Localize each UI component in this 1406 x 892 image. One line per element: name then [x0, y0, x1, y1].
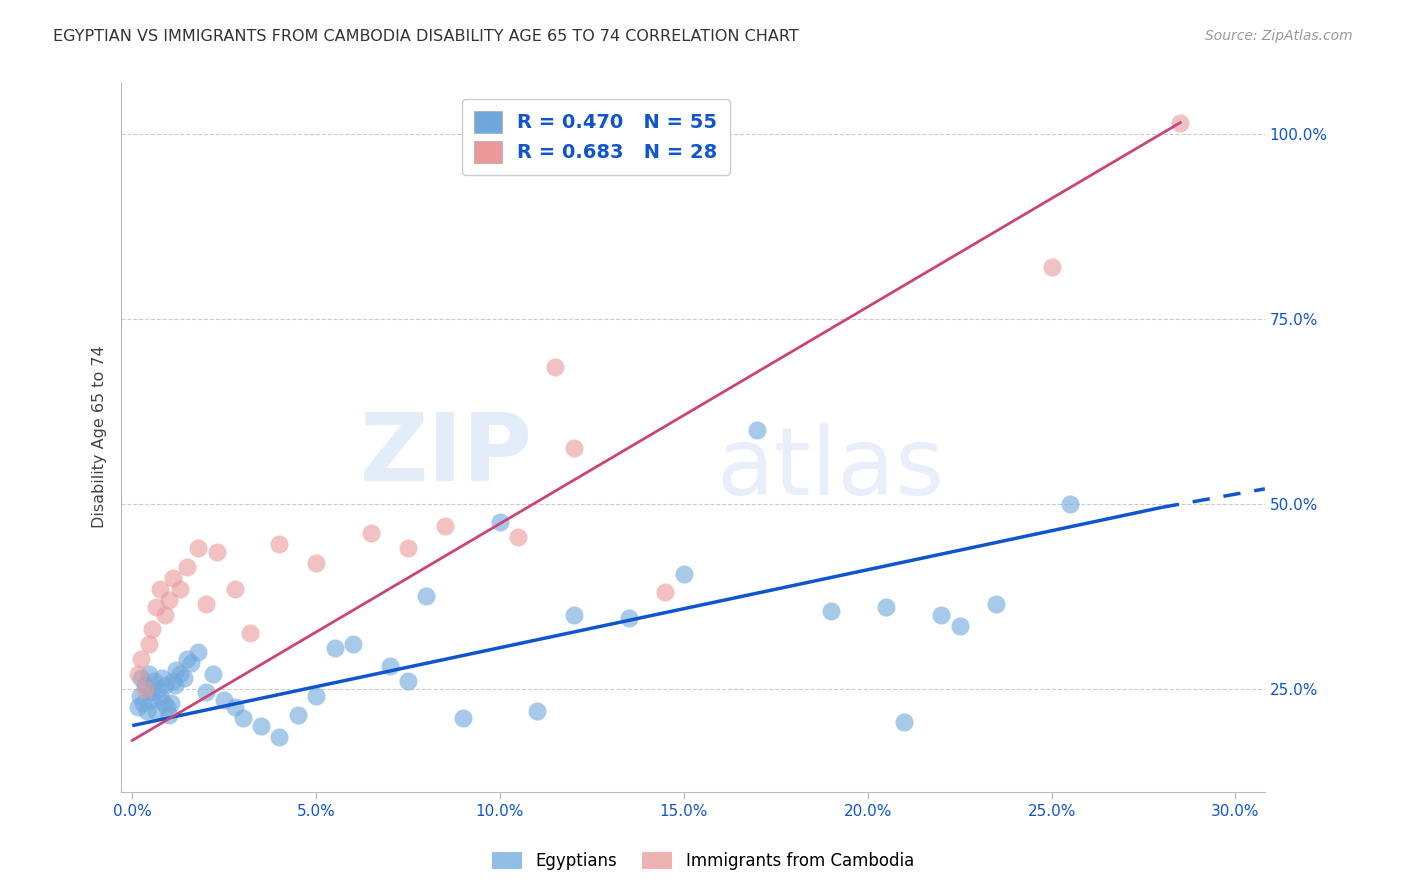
Point	[747, 423, 769, 437]
Point	[157, 707, 180, 722]
Point	[149, 582, 172, 596]
Point	[617, 611, 640, 625]
Point	[187, 645, 209, 659]
Point	[212, 692, 235, 706]
Point	[131, 652, 153, 666]
Point	[155, 678, 177, 692]
Point	[433, 519, 456, 533]
Text: ZIP: ZIP	[360, 409, 533, 500]
Point	[224, 582, 246, 596]
Point	[232, 711, 254, 725]
Point	[160, 697, 183, 711]
Point	[893, 714, 915, 729]
Point	[169, 666, 191, 681]
Point	[136, 704, 159, 718]
Point	[526, 704, 548, 718]
Point	[986, 597, 1008, 611]
Point	[165, 663, 187, 677]
Point	[163, 678, 186, 692]
Point	[396, 541, 419, 555]
Point	[269, 730, 291, 744]
Point	[562, 441, 585, 455]
Point	[1168, 115, 1191, 129]
Point	[162, 571, 184, 585]
Point	[176, 559, 198, 574]
Point	[489, 515, 512, 529]
Point	[929, 607, 952, 622]
Point	[145, 600, 167, 615]
Point	[173, 671, 195, 685]
Point	[287, 707, 309, 722]
Point	[194, 685, 217, 699]
Legend: Egyptians, Immigrants from Cambodia: Egyptians, Immigrants from Cambodia	[485, 845, 921, 877]
Point	[224, 700, 246, 714]
Point	[156, 700, 179, 714]
Point	[820, 604, 842, 618]
Point	[654, 585, 676, 599]
Point	[396, 674, 419, 689]
Point	[157, 592, 180, 607]
Point	[205, 545, 228, 559]
Point	[269, 537, 291, 551]
Point	[132, 697, 155, 711]
Point	[146, 681, 169, 696]
Point	[305, 689, 328, 703]
Point	[1040, 260, 1063, 274]
Text: EGYPTIAN VS IMMIGRANTS FROM CAMBODIA DISABILITY AGE 65 TO 74 CORRELATION CHART: EGYPTIAN VS IMMIGRANTS FROM CAMBODIA DIS…	[53, 29, 799, 44]
Point	[127, 666, 149, 681]
Point	[187, 541, 209, 555]
Point	[143, 674, 166, 689]
Point	[127, 700, 149, 714]
Point	[360, 526, 382, 541]
Point	[169, 582, 191, 596]
Point	[180, 656, 202, 670]
Point	[250, 718, 273, 732]
Point	[239, 626, 262, 640]
Point	[202, 666, 225, 681]
Point	[949, 618, 972, 632]
Point	[152, 697, 174, 711]
Point	[145, 704, 167, 718]
Text: atlas: atlas	[716, 423, 945, 515]
Point	[138, 637, 160, 651]
Point	[415, 589, 437, 603]
Point	[342, 637, 364, 651]
Point	[1059, 497, 1081, 511]
Point	[141, 692, 163, 706]
Point	[139, 685, 162, 699]
Point	[508, 530, 530, 544]
Point	[128, 689, 150, 703]
Y-axis label: Disability Age 65 to 74: Disability Age 65 to 74	[93, 346, 107, 528]
Point	[305, 556, 328, 570]
Point	[134, 681, 156, 696]
Point	[131, 671, 153, 685]
Point	[141, 623, 163, 637]
Point	[134, 678, 156, 692]
Point	[162, 674, 184, 689]
Point	[451, 711, 474, 725]
Legend: R = 0.470   N = 55, R = 0.683   N = 28: R = 0.470 N = 55, R = 0.683 N = 28	[461, 99, 730, 175]
Point	[562, 607, 585, 622]
Point	[138, 666, 160, 681]
Point	[378, 659, 401, 673]
Text: Source: ZipAtlas.com: Source: ZipAtlas.com	[1205, 29, 1353, 43]
Point	[672, 566, 695, 581]
Point	[544, 359, 567, 374]
Point	[149, 689, 172, 703]
Point	[155, 607, 177, 622]
Point	[176, 652, 198, 666]
Point	[323, 640, 346, 655]
Point	[150, 671, 173, 685]
Point	[194, 597, 217, 611]
Point	[875, 600, 897, 615]
